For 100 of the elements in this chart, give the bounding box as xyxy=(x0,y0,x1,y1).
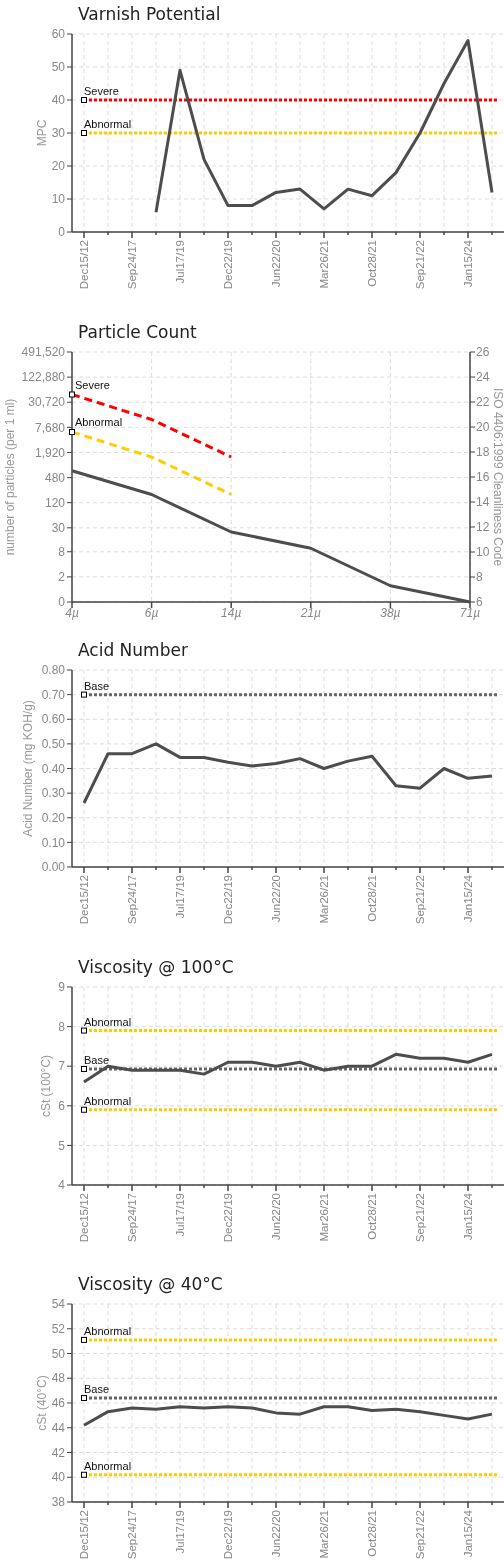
y2-tick-label: 8 xyxy=(476,570,483,585)
x-tick-label: Mar26/21 xyxy=(318,875,331,924)
x-tick-label: Jul17/19 xyxy=(174,1193,187,1237)
x-tick-label: Sep24/17 xyxy=(126,1193,139,1243)
y-axis-title: cSt (100°C) xyxy=(39,1054,53,1118)
ref-line-label: Abnormal xyxy=(84,1324,132,1337)
x-tick-label: 38µ xyxy=(380,606,401,620)
x-tick-label: Jan15/24 xyxy=(462,239,475,288)
y2-tick-label: 22 xyxy=(476,395,490,410)
x-tick-label: Jun22/20 xyxy=(270,1510,283,1558)
line-series xyxy=(154,39,494,214)
y-tick-label: 8 xyxy=(58,544,66,559)
y2-tick-label: 26 xyxy=(476,345,490,360)
y-tick-label: 44 xyxy=(51,1420,66,1435)
y2-tick-label: 16 xyxy=(476,470,490,485)
x-tick-label: Sep24/17 xyxy=(126,240,139,290)
y-tick-label: 10 xyxy=(51,192,66,207)
x-tick-label: Jun22/20 xyxy=(270,240,283,288)
series-label: Severe xyxy=(75,378,110,391)
y-tick-label: 2 xyxy=(58,570,66,585)
x-tick-label: Sep24/17 xyxy=(126,1510,139,1560)
ref-line-label: Abnormal xyxy=(84,118,132,130)
y-tick-label: 1,920 xyxy=(34,445,66,460)
series-label: Abnormal xyxy=(75,416,123,428)
y-tick-label: 0.10 xyxy=(41,835,66,850)
ref-line-label: Abnormal xyxy=(84,1459,132,1472)
x-tick-label: 6µ xyxy=(144,606,159,620)
y-tick-label: 122,880 xyxy=(21,370,66,385)
ref-line-label: Base xyxy=(84,1383,110,1396)
y-tick-label: 30 xyxy=(51,521,66,536)
y-tick-label: 0.20 xyxy=(41,810,66,825)
y-tick-label: 120 xyxy=(44,495,66,510)
y-tick-label: 8 xyxy=(58,1019,66,1034)
x-tick-label: Jul17/19 xyxy=(174,240,187,284)
y-tick-label: 50 xyxy=(51,60,66,75)
x-tick-label: Oct28/21 xyxy=(366,1510,379,1557)
x-tick-label: Sep21/22 xyxy=(414,240,427,290)
y-tick-label: 0.40 xyxy=(41,761,66,776)
chart-title: Particle Count xyxy=(78,322,198,342)
x-tick-label: Sep21/22 xyxy=(414,875,427,925)
y-tick-label: 0.50 xyxy=(41,737,66,752)
y-tick-label: 0.00 xyxy=(41,860,66,875)
x-tick-label: Mar26/21 xyxy=(318,1193,331,1242)
x-tick-label: Oct28/21 xyxy=(366,240,379,287)
x-tick-label: Dec15/12 xyxy=(78,1510,91,1560)
x-tick-label: Mar26/21 xyxy=(318,240,331,289)
y-tick-label: 7 xyxy=(58,1059,66,1074)
y-axis-title: number of particles (per 1 ml) xyxy=(3,398,17,556)
y-axis-title: MPC xyxy=(35,119,49,147)
y-tick-label: 5 xyxy=(58,1138,66,1153)
chart-title: Viscosity @ 100°C xyxy=(78,957,234,977)
y2-tick-label: 14 xyxy=(476,495,490,510)
y-tick-label: 0.30 xyxy=(41,786,66,801)
x-tick-label: Dec15/12 xyxy=(78,875,91,925)
x-tick-label: Jan15/24 xyxy=(462,1509,475,1558)
y2-tick-label: 18 xyxy=(476,445,490,460)
x-tick-label: Jun22/20 xyxy=(270,875,283,923)
y-tick-label: 42 xyxy=(51,1445,66,1460)
y-tick-label: 40 xyxy=(51,93,66,108)
x-tick-label: Sep21/22 xyxy=(414,1193,427,1243)
y-tick-label: 6 xyxy=(58,1099,66,1113)
x-tick-label: 14µ xyxy=(221,606,242,620)
y2-tick-label: 24 xyxy=(476,370,490,385)
line-series xyxy=(82,1405,494,1427)
x-tick-label: Oct28/21 xyxy=(366,875,379,922)
y-tick-label: 0.70 xyxy=(41,687,66,702)
x-tick-label: Dec15/12 xyxy=(78,240,91,290)
ref-line-label: Base xyxy=(84,1053,110,1066)
y-tick-label: 9 xyxy=(58,980,66,995)
y-tick-label: 0.60 xyxy=(41,712,66,727)
x-tick-label: Oct28/21 xyxy=(366,1193,379,1240)
y-tick-label: 48 xyxy=(51,1371,66,1386)
x-tick-label: 21µ xyxy=(299,606,322,620)
line-series xyxy=(82,1052,494,1084)
y-tick-label: 46 xyxy=(51,1396,66,1411)
y-tick-label: 40 xyxy=(51,1470,66,1485)
ref-line-label: Base xyxy=(84,679,110,692)
x-tick-label: Dec22/19 xyxy=(222,1510,235,1560)
x-tick-label: Jul17/19 xyxy=(174,1510,187,1554)
chart-title: Acid Number xyxy=(78,640,188,660)
line-series xyxy=(82,742,494,805)
y2-tick-label: 12 xyxy=(476,520,490,535)
x-tick-label: Sep24/17 xyxy=(126,875,139,925)
x-tick-label: Mar26/21 xyxy=(318,1510,331,1559)
y2-tick-label: 20 xyxy=(476,420,490,435)
chart-title: Viscosity @ 40°C xyxy=(78,1274,223,1294)
y-axis-title: Acid Number (mg KOH/g) xyxy=(21,700,35,837)
x-tick-label: 4µ xyxy=(65,606,79,620)
x-tick-label: Jul17/19 xyxy=(174,875,187,919)
x-tick-label: Jan15/24 xyxy=(462,874,475,923)
x-tick-label: Dec15/12 xyxy=(78,1193,91,1243)
y-tick-label: 60 xyxy=(51,27,66,42)
y-tick-label: 54 xyxy=(51,1297,66,1312)
y-tick-label: 4 xyxy=(58,1178,66,1193)
x-tick-label: Dec22/19 xyxy=(222,875,235,925)
y-tick-label: 30,720 xyxy=(28,395,66,410)
y-tick-label: 480 xyxy=(44,470,66,485)
y-tick-label: 52 xyxy=(51,1321,66,1336)
y-tick-label: 38 xyxy=(51,1495,66,1510)
y-tick-label: 0.80 xyxy=(41,663,66,678)
